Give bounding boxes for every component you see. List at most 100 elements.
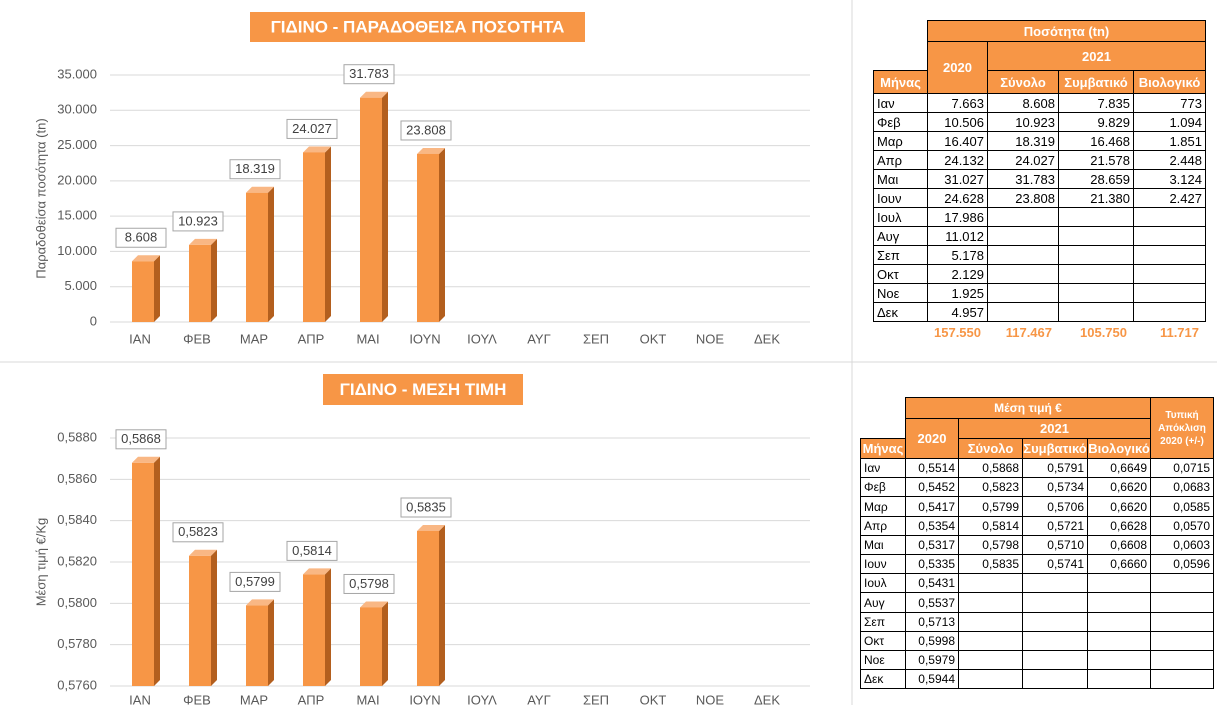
- bar-top: [189, 238, 217, 245]
- bar-top: [132, 456, 160, 463]
- month-cell: Αυγ: [860, 592, 906, 613]
- value-cell: [1058, 245, 1134, 265]
- x-tick-label: ΜΑΡ: [240, 692, 268, 705]
- table-header: Μέση τιμή €: [905, 397, 1151, 419]
- value-cell: 0,5799: [958, 496, 1023, 517]
- value-label-box: [400, 120, 452, 141]
- month-cell: Απρ: [860, 516, 906, 536]
- month-cell: Ιαν: [873, 93, 928, 113]
- x-tick-label: ΜΑΙ: [356, 692, 379, 705]
- month-cell: Ιουν: [873, 188, 928, 208]
- value-label-box: [229, 571, 281, 592]
- chart-title: ΓΙΔΙΝΟ - ΜΕΣΗ ΤΙΜΗ: [340, 380, 507, 399]
- value-cell: [1150, 631, 1214, 651]
- value-cell: 0,0596: [1150, 554, 1214, 574]
- bar: [417, 531, 439, 686]
- std-header: Τυπική Απόκλιση 2020 (+/-): [1150, 397, 1214, 459]
- column-header: Σύνολο: [958, 438, 1023, 459]
- value-cell: [1087, 631, 1151, 651]
- value-cell: 21.380: [1058, 188, 1134, 208]
- x-tick-label: ΙΟΥΛ: [467, 331, 497, 346]
- x-tick-label: ΑΠΡ: [298, 331, 325, 346]
- month-cell: Μαρ: [860, 496, 906, 517]
- value-cell: 0,6649: [1087, 458, 1151, 478]
- x-tick-label: ΙΑΝ: [129, 692, 151, 705]
- value-cell: 2.448: [1133, 150, 1206, 170]
- value-cell: [1022, 631, 1088, 651]
- column-header: Βιολογικό: [1133, 70, 1206, 94]
- value-cell: 1.094: [1133, 112, 1206, 132]
- value-cell: 9.829: [1058, 112, 1134, 132]
- bar-top: [360, 91, 388, 98]
- year-header: 2020: [905, 418, 959, 459]
- value-cell: 21.578: [1058, 150, 1134, 170]
- y-tick-label: 0,5760: [57, 677, 97, 692]
- bar-top: [189, 549, 217, 556]
- bar-side: [211, 549, 217, 686]
- value-label: 0,5823: [178, 524, 218, 539]
- value-label-box: [229, 159, 281, 180]
- value-cell: 0,5998: [905, 631, 959, 651]
- x-tick-label: ΙΑΝ: [129, 331, 151, 346]
- value-cell: 0,6608: [1087, 535, 1151, 555]
- value-cell: [1133, 302, 1206, 322]
- value-label: 23.808: [406, 122, 446, 137]
- bar: [246, 192, 268, 322]
- value-cell: 1.851: [1133, 131, 1206, 151]
- value-cell: 4.957: [927, 302, 988, 322]
- month-cell: Απρ: [873, 150, 928, 170]
- month-cell: Φεβ: [873, 112, 928, 132]
- bar: [303, 152, 325, 322]
- value-cell: 0,5417: [905, 496, 959, 517]
- value-cell: 0,6620: [1087, 496, 1151, 517]
- y-tick-label: 0,5820: [57, 553, 97, 568]
- month-cell: Δεκ: [873, 302, 928, 322]
- value-cell: [1133, 245, 1206, 265]
- value-label-box: [115, 227, 167, 248]
- value-cell: [1058, 283, 1134, 303]
- month-cell: Μαρ: [873, 131, 928, 151]
- month-cell: Νοε: [860, 650, 906, 670]
- bar-side: [211, 238, 217, 322]
- x-tick-label: ΔΕΚ: [754, 692, 780, 705]
- bar-side: [439, 525, 445, 686]
- value-cell: 0,5741: [1022, 554, 1088, 574]
- value-cell: 0,5317: [905, 535, 959, 555]
- value-cell: [1058, 264, 1134, 284]
- value-cell: [1150, 592, 1214, 613]
- y-tick-label: 25.000: [57, 137, 97, 152]
- value-cell: [958, 650, 1023, 670]
- value-cell: 0,0715: [1150, 458, 1214, 478]
- bar: [246, 605, 268, 686]
- value-cell: 24.027: [987, 150, 1059, 170]
- value-cell: 0,0570: [1150, 516, 1214, 536]
- y-tick-label: 30.000: [57, 102, 97, 117]
- column-header: Μήνας: [860, 438, 906, 459]
- value-label: 0,5868: [121, 431, 161, 446]
- value-cell: 0,0603: [1150, 535, 1214, 555]
- value-label-box: [172, 211, 224, 232]
- month-cell: Δεκ: [860, 669, 906, 689]
- value-cell: 0,5798: [958, 535, 1023, 555]
- total-cell: 105.750: [1080, 325, 1127, 340]
- value-cell: 31.783: [987, 169, 1059, 189]
- month-cell: Μαι: [873, 169, 928, 189]
- value-cell: 0,5335: [905, 554, 959, 574]
- value-cell: 0,5835: [958, 554, 1023, 574]
- month-cell: Ιουν: [860, 554, 906, 574]
- value-cell: [1133, 207, 1206, 227]
- value-label: 0,5835: [406, 499, 446, 514]
- value-cell: 3.124: [1133, 169, 1206, 189]
- year-header: 2021: [987, 41, 1206, 71]
- value-label: 0,5798: [349, 576, 389, 591]
- value-cell: [1087, 650, 1151, 670]
- value-label: 31.783: [349, 66, 389, 81]
- bar-side: [154, 456, 160, 686]
- value-cell: 0,0683: [1150, 477, 1214, 497]
- y-tick-label: 0,5840: [57, 512, 97, 527]
- value-cell: [958, 592, 1023, 613]
- title-box: [250, 12, 585, 42]
- month-cell: Σεπ: [860, 612, 906, 632]
- value-cell: [987, 207, 1059, 227]
- y-tick-label: 0,5860: [57, 471, 97, 486]
